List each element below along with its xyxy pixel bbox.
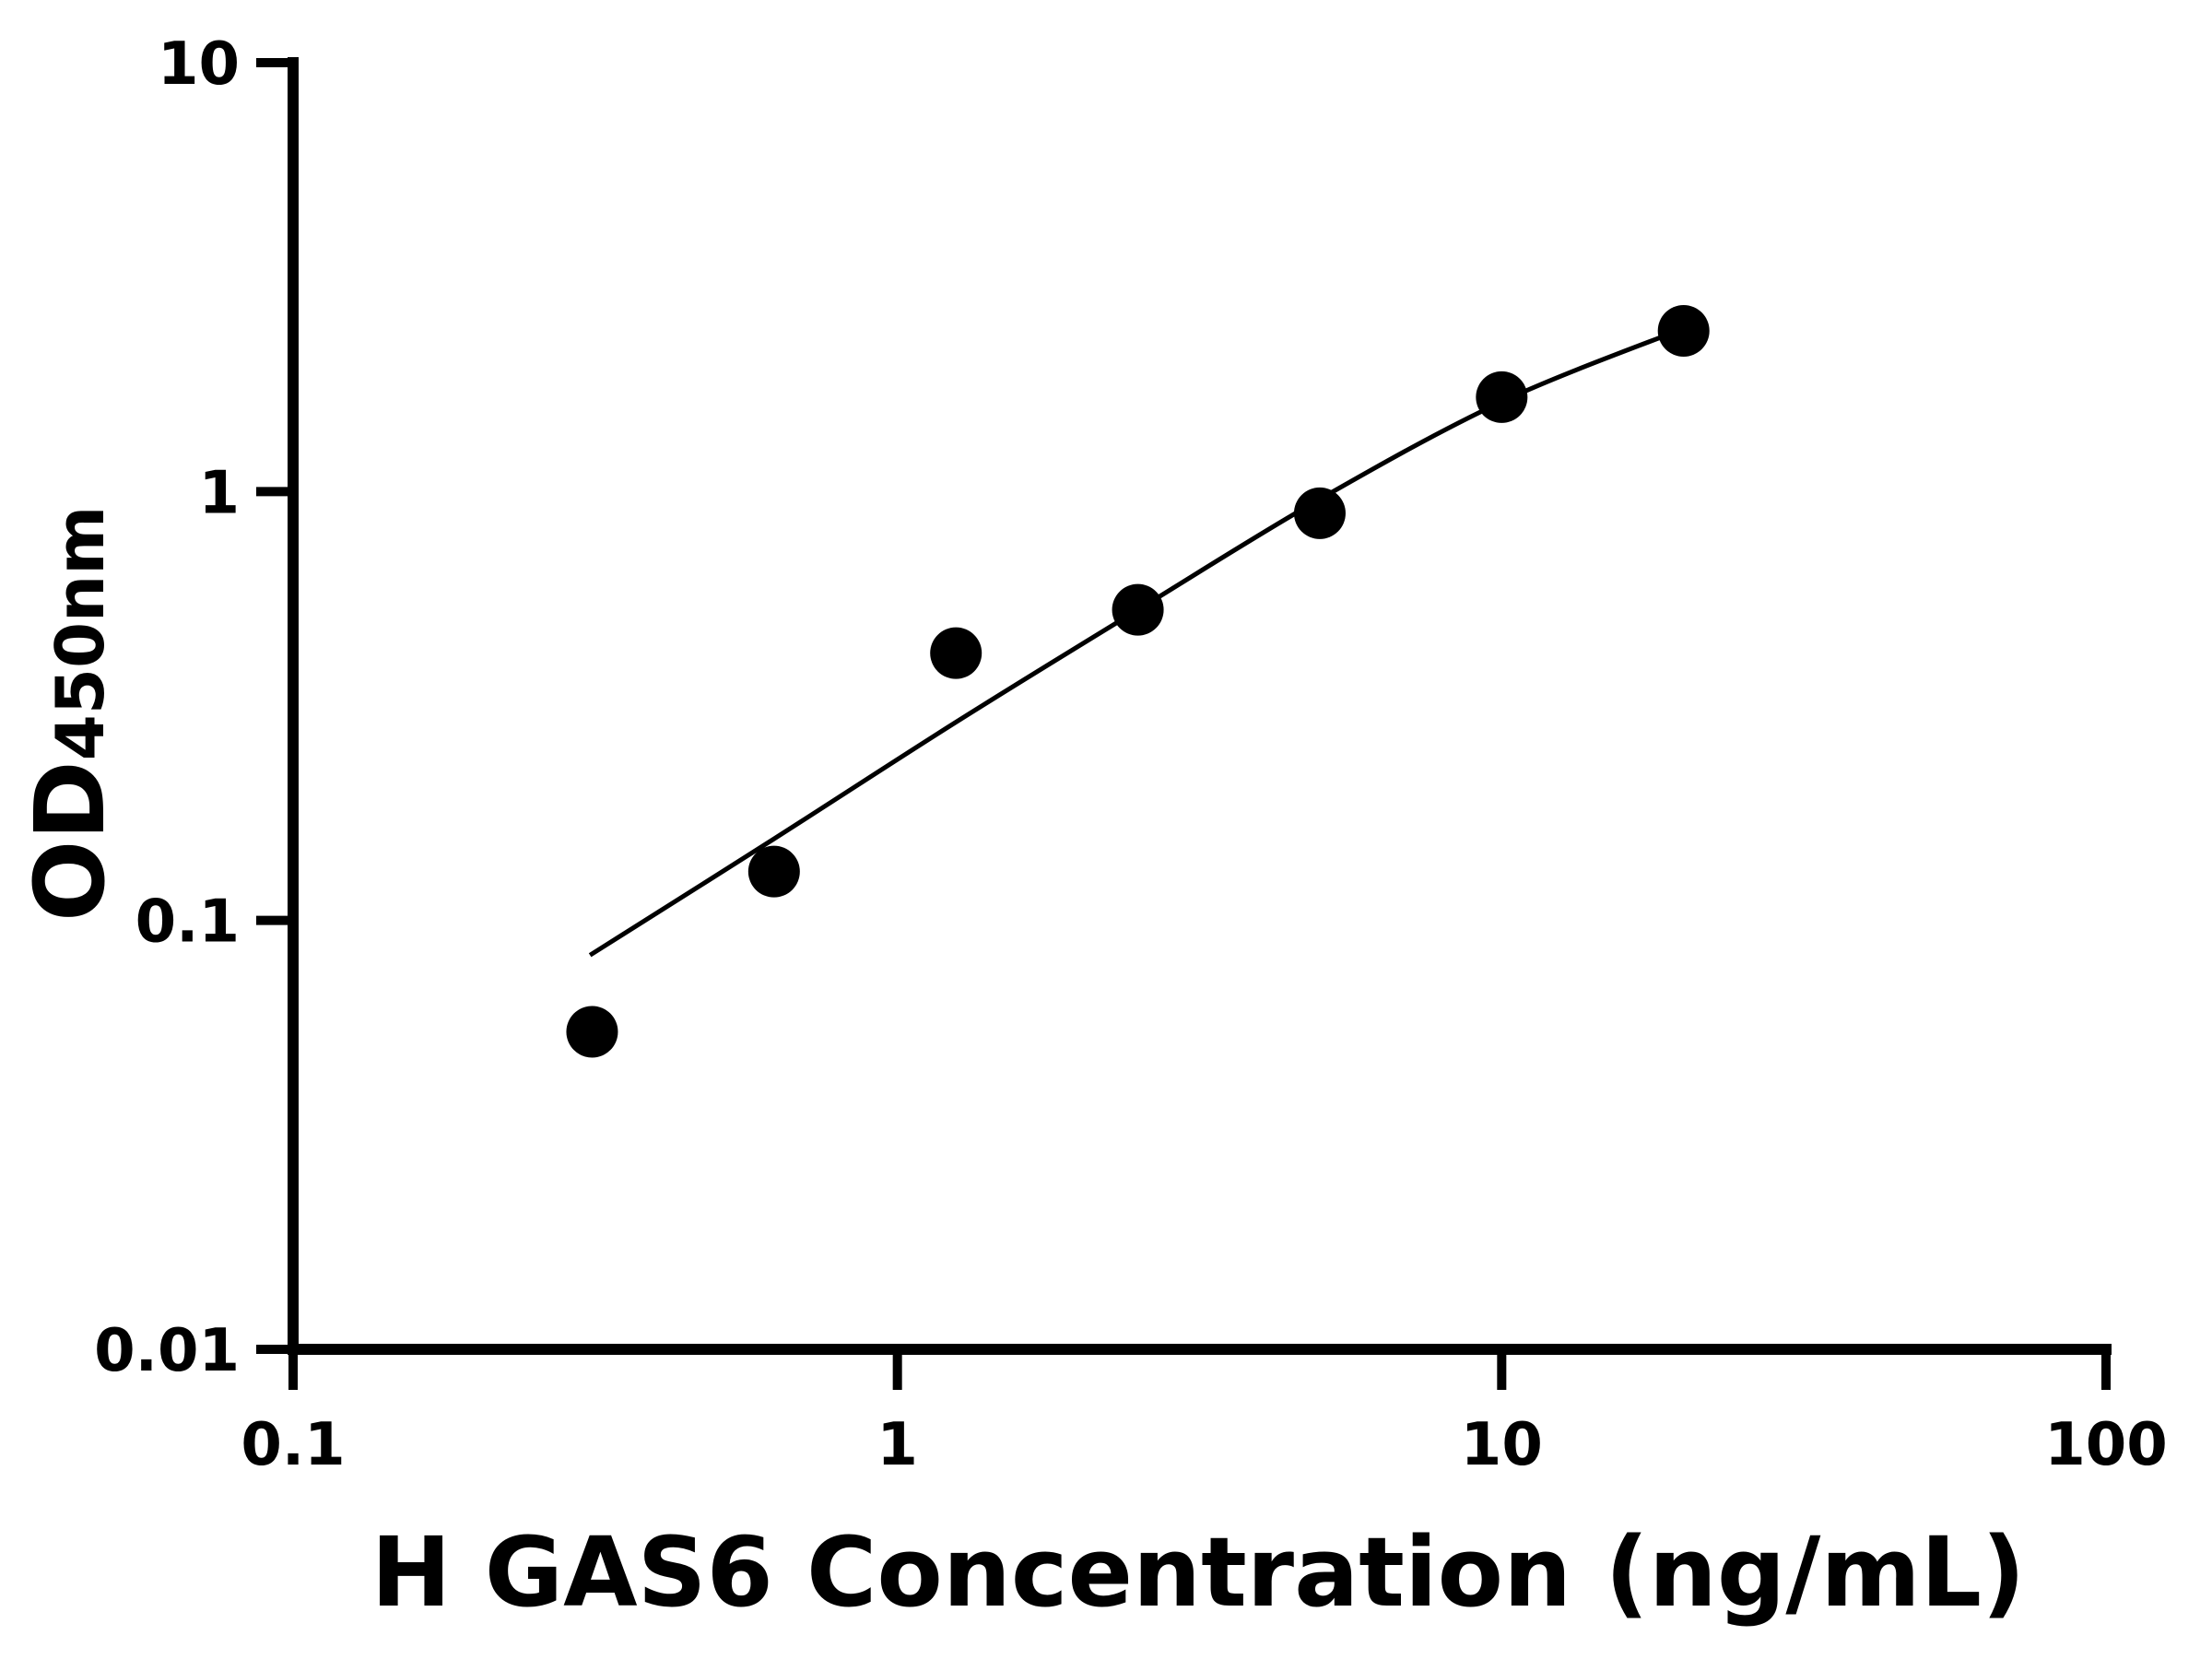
x-axis: 0.1 1 10 100 xyxy=(241,1344,2168,1479)
x-tick-label: 1 xyxy=(877,1411,918,1479)
y-axis-title: OD450nm xyxy=(14,506,126,922)
data-point xyxy=(566,1006,618,1058)
y-tick-label: 0.01 xyxy=(94,1317,240,1385)
y-tick-label: 0.1 xyxy=(135,888,240,957)
x-tick-label: 0.1 xyxy=(241,1411,345,1479)
data-points xyxy=(566,304,1710,1058)
y-axis: 0.01 0.1 1 10 xyxy=(94,30,299,1385)
data-point xyxy=(1112,583,1164,636)
y-tick-label: 10 xyxy=(158,30,240,99)
x-tick-label: 10 xyxy=(1461,1411,1543,1479)
y-axis-title-subscript: 450nm xyxy=(41,506,119,761)
y-tick-label: 1 xyxy=(198,459,240,527)
data-point xyxy=(1657,304,1710,357)
data-point xyxy=(930,627,982,679)
data-point xyxy=(747,845,800,898)
data-point xyxy=(1293,487,1346,539)
x-tick-label: 100 xyxy=(2044,1411,2168,1479)
x-axis-title: H GAS6 Concentration (ng/mL) xyxy=(371,1516,2025,1629)
data-point xyxy=(1476,371,1528,423)
y-axis-title-main: OD xyxy=(14,760,126,922)
